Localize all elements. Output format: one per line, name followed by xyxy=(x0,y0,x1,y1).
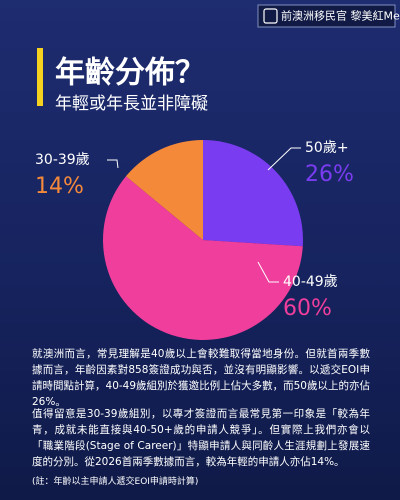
chart-title: 年齡分佈？ xyxy=(55,56,205,91)
data-label: 26% xyxy=(305,162,354,187)
legend-label: 30-39歲 xyxy=(35,152,90,168)
badge-box xyxy=(257,4,396,28)
leader-line xyxy=(107,159,119,169)
data-label: 14% xyxy=(35,174,84,199)
badge-text: 前澳洲移民官 黎美紅Mei xyxy=(281,9,400,23)
pie-slice xyxy=(125,140,203,240)
leader-line xyxy=(257,261,279,283)
pie-slice xyxy=(102,176,303,341)
data-label: 60% xyxy=(283,296,332,321)
paragraph: 值得留意是30-39歲組別，以專才簽證而言最常見第一印象是「較為年青，成就未能直… xyxy=(32,408,370,468)
pie-slice xyxy=(203,140,303,247)
chart-subtitle: 年輕或年長並非障礙 xyxy=(55,94,208,114)
title-accent xyxy=(37,48,43,106)
badge-icon xyxy=(263,8,278,24)
paragraph: 就澳洲而言，常見理解是40歲以上會較難取得當地身份。但就首兩季數據而言，年齡因素… xyxy=(32,348,370,408)
note: (註：年齡以主申請人遞交EOI申請時計算) xyxy=(32,477,199,487)
legend-label: 40-49歲 xyxy=(283,274,338,290)
legend-label: 50歲+ xyxy=(305,140,349,156)
leader-line xyxy=(267,147,301,171)
